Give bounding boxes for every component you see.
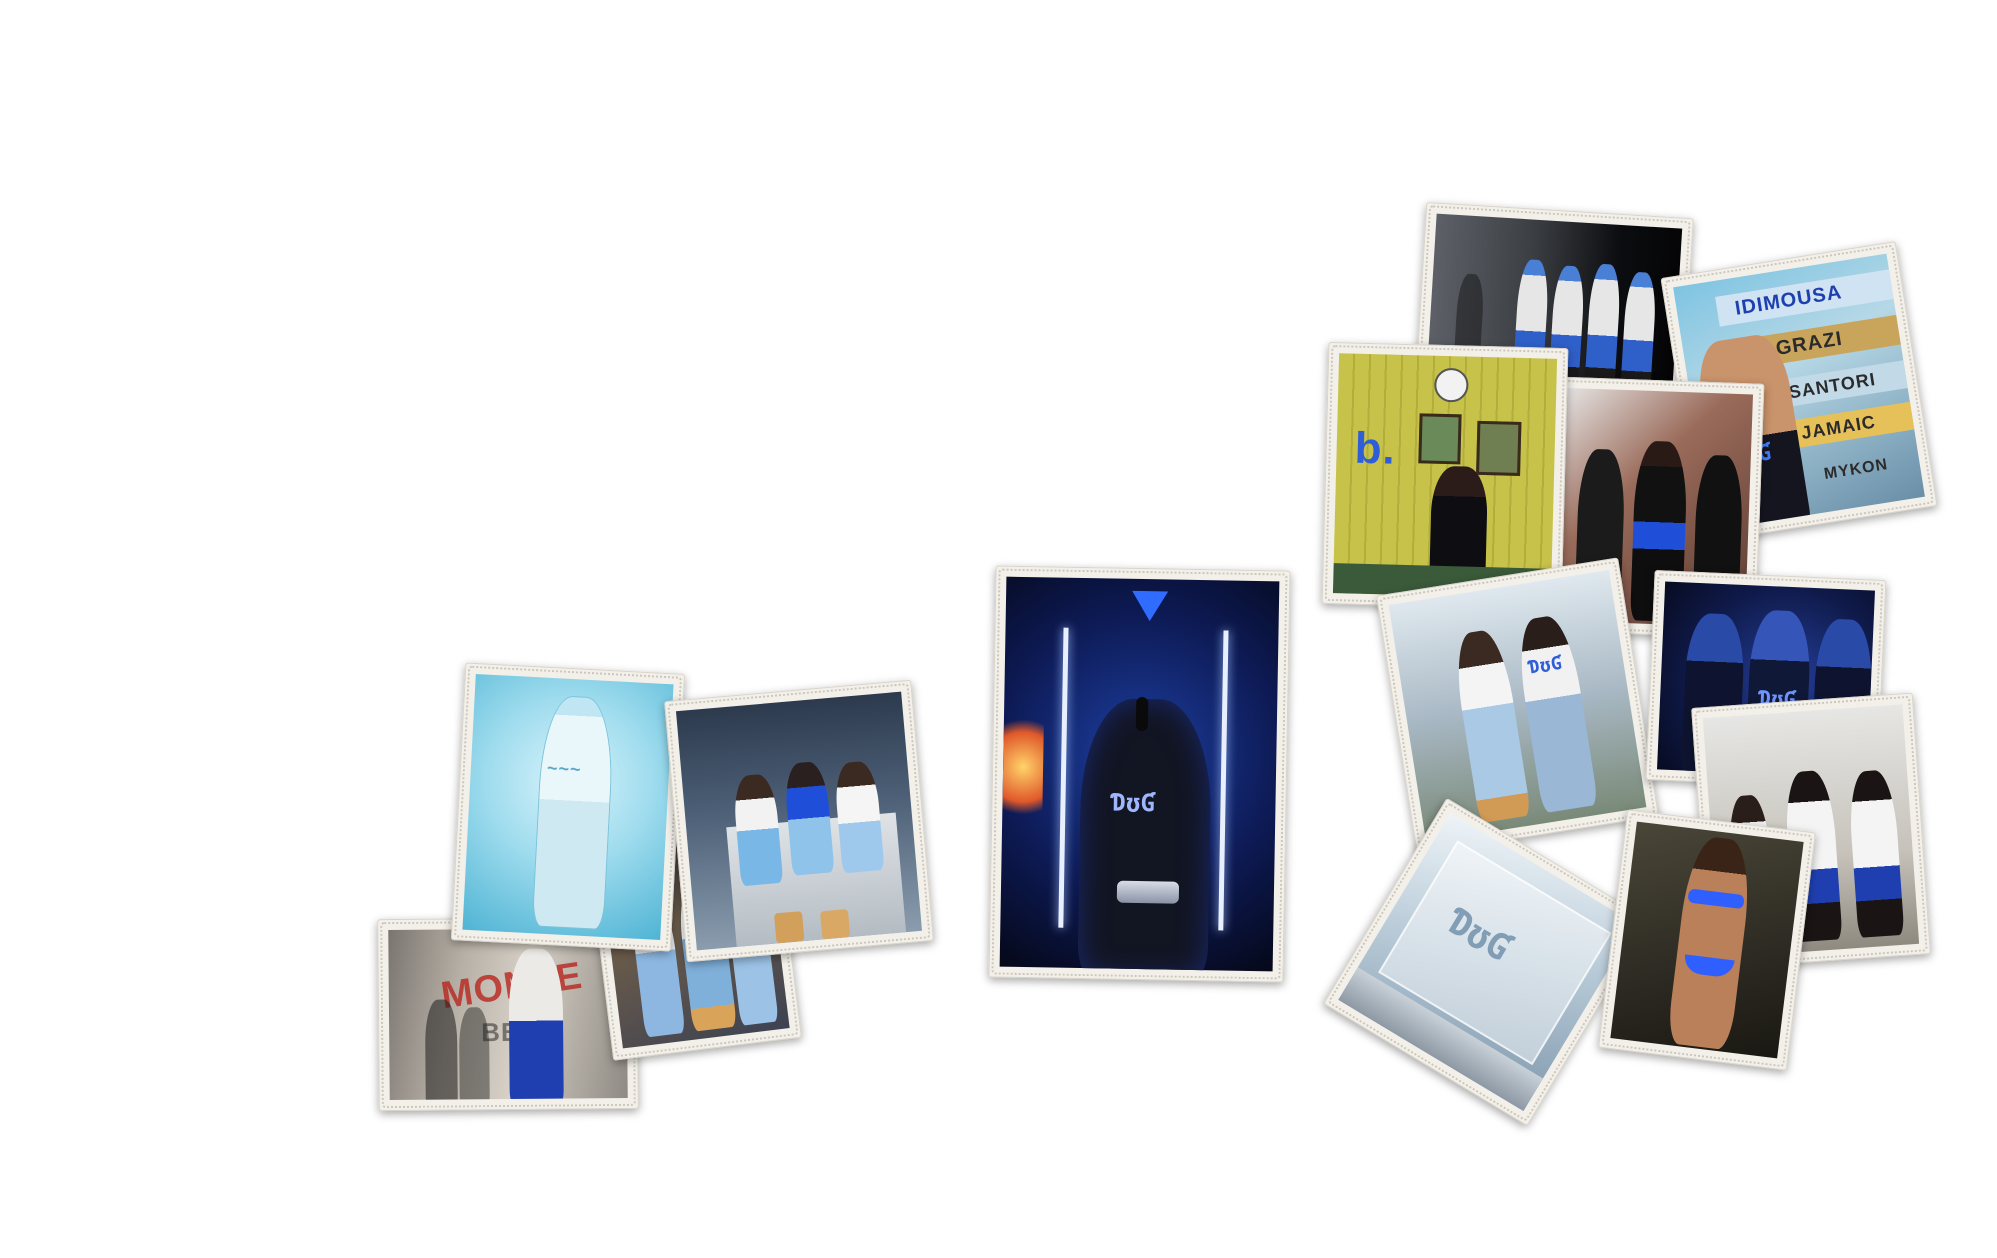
figure-shadow	[424, 999, 458, 1101]
light-tube	[1218, 630, 1229, 931]
figure-woman	[1666, 834, 1756, 1051]
photo-group-sitting-container	[675, 691, 923, 951]
boot	[773, 911, 805, 944]
tracksuit-logo: ~~~	[546, 757, 583, 780]
figure	[782, 760, 835, 876]
figure	[833, 760, 885, 874]
photo-light-blue-tracksuit: ~~~	[462, 673, 674, 941]
photo-graffiti-wall: MONTE BB	[388, 927, 628, 1101]
figure-shadow	[458, 1007, 490, 1101]
flame-graphic	[1002, 706, 1045, 828]
photo-frosted-logo-box: ƊʊƓ	[1338, 812, 1636, 1112]
figure-tracksuit	[532, 695, 615, 929]
clock-icon	[1433, 367, 1469, 403]
sign-text-5: MYKON	[1822, 456, 1890, 483]
wall-graffiti: b.	[1354, 423, 1397, 474]
performer-figure	[1077, 697, 1213, 972]
picture-frame	[1418, 413, 1462, 465]
photo-card-tracksuit[interactable]: ~~~	[450, 662, 686, 952]
photo-card-clock-room[interactable]: b.	[1321, 341, 1569, 611]
hoodie-logo: ƊʊƓ	[1110, 788, 1158, 818]
figure	[1450, 627, 1532, 824]
photo-street-couple: ƊʊƓ	[1388, 570, 1647, 842]
photo-card-portrait[interactable]	[1598, 809, 1816, 1071]
figure	[1583, 263, 1622, 395]
photo-performer-microphone: ƊʊƓ	[999, 576, 1280, 972]
photo-card-street-couple[interactable]: ƊʊƓ	[1376, 557, 1659, 855]
photo-card-group-sitting[interactable]	[664, 679, 934, 963]
picture-frame	[1476, 420, 1522, 476]
light-tube	[1058, 627, 1069, 928]
boot	[819, 909, 851, 940]
photo-clock-room: b.	[1332, 353, 1558, 599]
photo-card-frosted[interactable]: ƊʊƓ	[1323, 797, 1651, 1127]
figure-white-tee	[508, 948, 564, 1101]
photo-bikini-portrait	[1610, 821, 1804, 1059]
microphone	[1135, 696, 1149, 732]
triangle-logo	[1131, 590, 1169, 622]
figure	[731, 773, 784, 887]
photo-card-performer[interactable]: ƊʊƓ	[988, 565, 1291, 983]
figure	[1846, 769, 1905, 938]
belt-bag	[1116, 880, 1180, 904]
